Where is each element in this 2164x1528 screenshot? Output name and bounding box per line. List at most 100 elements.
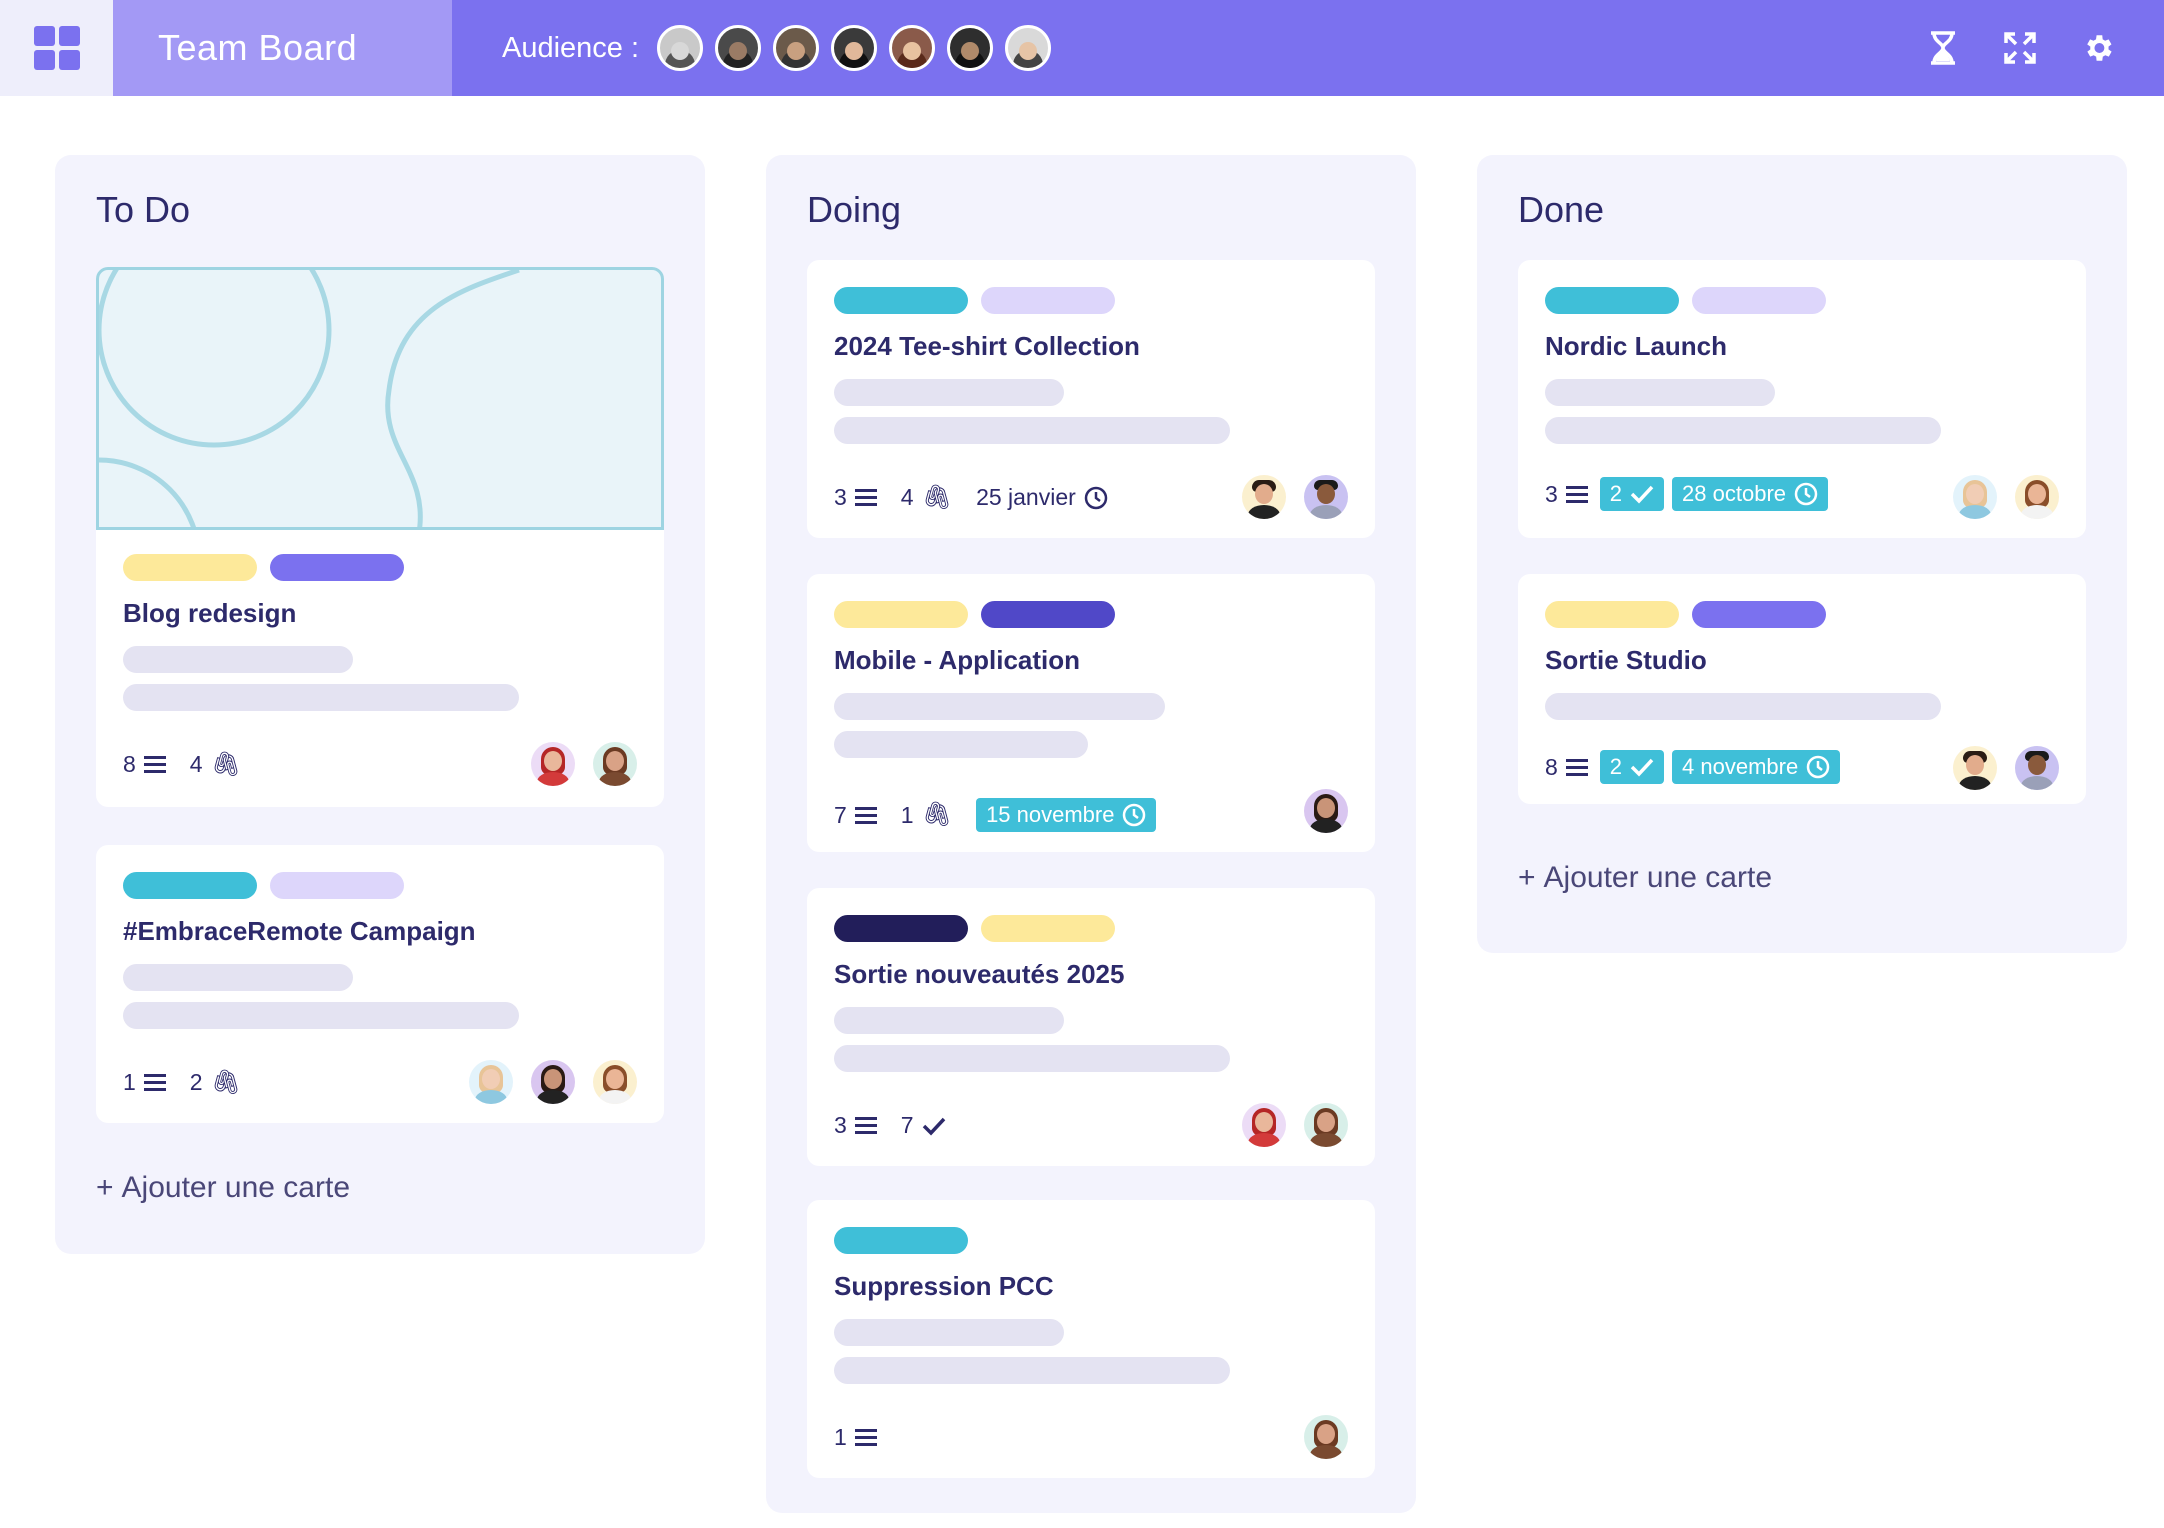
card-members: [1286, 1415, 1348, 1459]
due-date-badge[interactable]: 15 novembre: [976, 798, 1157, 832]
avatar[interactable]: [1953, 746, 1997, 790]
checklist-badge[interactable]: 2: [1599, 477, 1665, 511]
tag-yellow: [1545, 601, 1679, 628]
avatar[interactable]: [469, 1060, 513, 1104]
due-date-badge[interactable]: 28 octobre: [1672, 477, 1829, 511]
card-sortie-studio[interactable]: Sortie Studio 8 2 4 novembre: [1518, 574, 2086, 804]
tag-yellow: [981, 915, 1115, 942]
card-members: [1935, 475, 2059, 519]
description-count: 3: [1545, 481, 1588, 508]
card-suppression-pcc[interactable]: Suppression PCC 1: [807, 1200, 1375, 1478]
placeholder-line: [834, 1045, 1230, 1072]
placeholder-line: [1545, 379, 1775, 406]
description-count: 3: [834, 484, 877, 511]
column-doing: Doing 2024 Tee-shirt Collection 3 4 🖇 25 …: [766, 155, 1416, 1513]
card-members: [1935, 746, 2059, 790]
card-meta: 8 4 🖇: [123, 751, 265, 778]
card-title: 2024 Tee-shirt Collection: [834, 331, 1140, 361]
avatar[interactable]: [1304, 1103, 1348, 1147]
card-mobile-application[interactable]: Mobile - Application 7 1 🖇 15 novembre: [807, 574, 1375, 852]
hourglass-icon[interactable]: [1923, 28, 1963, 68]
attachment-count: 2 🖇: [189, 1068, 242, 1096]
card-members: [1224, 1103, 1348, 1147]
tag-yellow: [123, 554, 257, 581]
audience-avatar[interactable]: [889, 25, 936, 71]
avatar[interactable]: [1304, 475, 1348, 519]
placeholder-line: [834, 1319, 1064, 1346]
clock-icon: [1806, 755, 1830, 779]
avatar[interactable]: [2015, 746, 2059, 790]
audience-avatar[interactable]: [773, 25, 820, 71]
audience-bar: Audience :: [502, 0, 1063, 96]
add-card-button[interactable]: + Ajouter une carte: [1518, 861, 1773, 894]
description-icon: [854, 1429, 877, 1446]
placeholder-line: [123, 1002, 519, 1029]
check-icon: [1630, 485, 1654, 504]
audience-avatar[interactable]: [831, 25, 878, 71]
audience-avatar[interactable]: [715, 25, 762, 71]
description-count: 1: [834, 1424, 877, 1451]
apps-button[interactable]: [0, 0, 113, 96]
card-title: Sortie nouveautés 2025: [834, 959, 1125, 989]
avatar[interactable]: [2015, 475, 2059, 519]
description-icon: [854, 489, 877, 506]
board-title-tab[interactable]: Team Board: [113, 0, 452, 96]
avatar[interactable]: [531, 742, 575, 786]
avatar[interactable]: [593, 1060, 637, 1104]
check-icon: [922, 1117, 945, 1136]
placeholder-line: [123, 646, 353, 673]
card-cover-image: [96, 267, 664, 530]
due-date-badge[interactable]: 4 novembre: [1672, 750, 1841, 784]
avatar[interactable]: [1953, 475, 1997, 519]
placeholder-line: [834, 417, 1230, 444]
description-icon: [1565, 485, 1588, 503]
description-icon: [854, 1117, 877, 1134]
tag-navy: [834, 915, 968, 942]
gear-icon[interactable]: [2078, 28, 2118, 68]
column-title: To Do: [96, 189, 191, 230]
audience-avatar[interactable]: [657, 25, 704, 71]
card-tee-shirt-collection[interactable]: 2024 Tee-shirt Collection 3 4 🖇 25 janvie…: [807, 260, 1375, 538]
description-count: 8: [123, 751, 166, 778]
card-title: Mobile - Application: [834, 645, 1081, 675]
column-done: Done Nordic Launch 3 2 28 octobre Sortie…: [1477, 155, 2127, 953]
card-title: #EmbraceRemote Campaign: [123, 916, 476, 946]
placeholder-line: [834, 1357, 1230, 1384]
card-sortie-nouveautes-2025[interactable]: Sortie nouveautés 2025 3 7: [807, 888, 1375, 1166]
card-blog-redesign[interactable]: Blog redesign 8 4 🖇: [96, 267, 664, 807]
card-meta: 3 2 28 octobre: [1545, 477, 1838, 511]
grid-icon: [33, 26, 80, 70]
card-title: Blog redesign: [123, 598, 297, 628]
tag-lilac: [1692, 287, 1826, 314]
description-count: 8: [1545, 754, 1588, 781]
avatar[interactable]: [1242, 1103, 1286, 1147]
audience-avatar[interactable]: [1005, 25, 1052, 71]
paperclip-icon: 🖇: [921, 801, 953, 828]
card-embraceremote-campaign[interactable]: #EmbraceRemote Campaign 1 2 🖇: [96, 845, 664, 1123]
description-icon: [143, 756, 166, 773]
checklist-badge[interactable]: 2: [1599, 750, 1665, 784]
card-meta: 3 7: [834, 1112, 970, 1139]
avatar[interactable]: [531, 1060, 575, 1104]
card-meta: 1: [834, 1424, 901, 1451]
column-title: Done: [1518, 189, 1605, 230]
tag-purple: [1692, 601, 1826, 628]
placeholder-line: [1545, 417, 1941, 444]
fullscreen-icon[interactable]: [2000, 28, 2040, 68]
card-members: [513, 742, 637, 786]
card-nordic-launch[interactable]: Nordic Launch 3 2 28 octobre: [1518, 260, 2086, 538]
placeholder-line: [834, 1007, 1064, 1034]
avatar[interactable]: [1304, 1415, 1348, 1459]
avatar[interactable]: [593, 742, 637, 786]
audience-avatar[interactable]: [947, 25, 994, 71]
avatar[interactable]: [1242, 475, 1286, 519]
description-count: 1: [123, 1069, 166, 1096]
tag-cyan: [123, 872, 257, 899]
attachment-count: 4 🖇: [900, 483, 953, 511]
add-card-button[interactable]: + Ajouter une carte: [96, 1171, 351, 1204]
avatar[interactable]: [1304, 789, 1348, 833]
placeholder-line: [123, 964, 353, 991]
column-to-do: To Do Blog redesign 8 4 🖇 #EmbraceRemote …: [55, 155, 705, 1254]
tag-cyan: [1545, 287, 1679, 314]
tag-cyan: [834, 287, 968, 314]
